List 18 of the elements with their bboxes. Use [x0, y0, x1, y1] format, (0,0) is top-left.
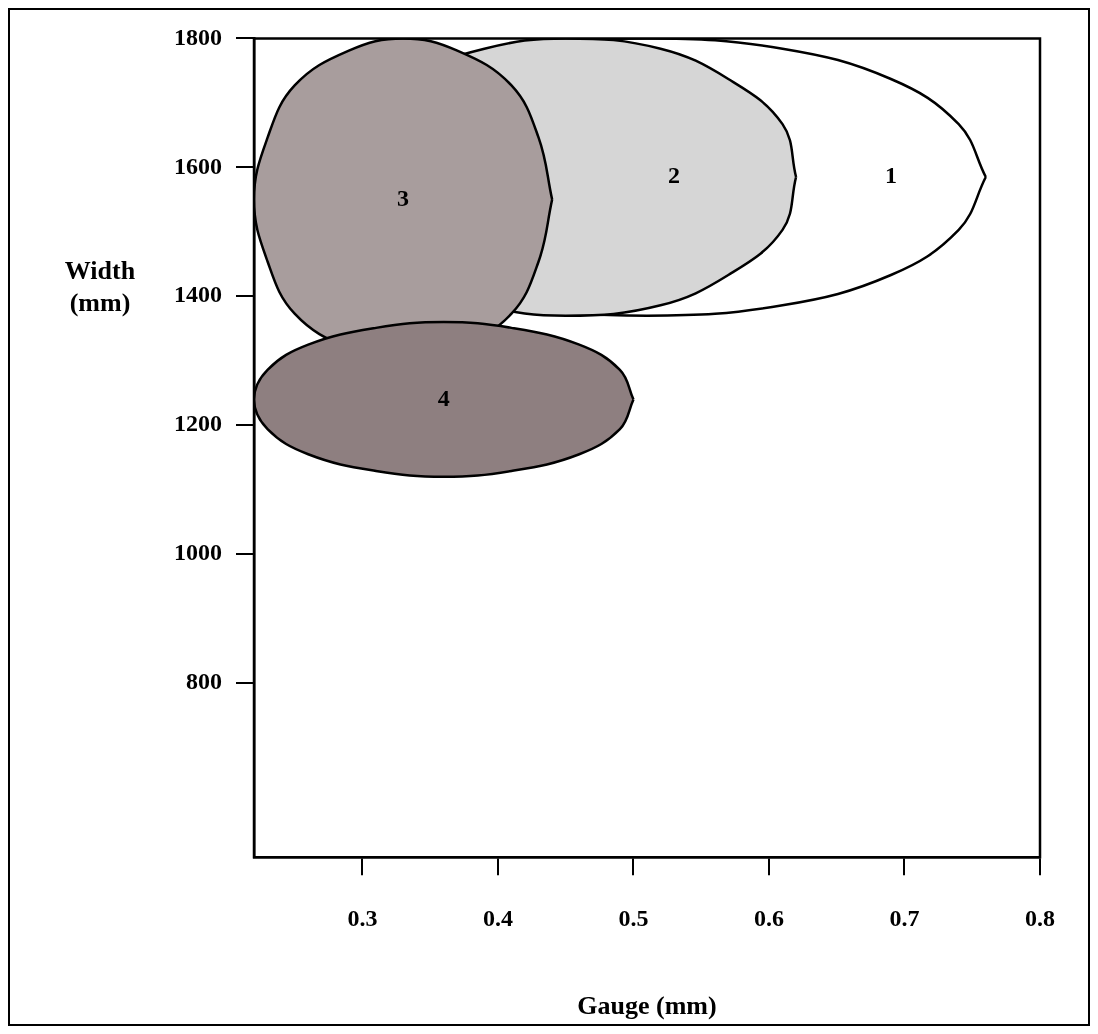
x-tick-label: 0.8 [1025, 904, 1055, 931]
series-label: 2 [668, 162, 681, 189]
y-tick-label: 1200 [174, 410, 222, 437]
y-tick-label: 1800 [174, 23, 222, 50]
x-tick-label: 0.5 [618, 904, 649, 931]
series-label: 1 [884, 162, 897, 189]
x-tick-label: 0.4 [482, 904, 513, 931]
y-tick-label: 1000 [174, 539, 222, 566]
y-tick-label: 1400 [174, 281, 222, 308]
y-axis-title: Width (mm) [64, 255, 136, 317]
series-label: 3 [397, 184, 410, 211]
x-tick-label: 0.3 [347, 904, 378, 931]
x-axis-title: Gauge (mm) [577, 990, 717, 1020]
series-label: 4 [437, 384, 450, 411]
y-tick-label: 800 [186, 668, 222, 695]
y-tick-label: 1600 [174, 152, 222, 179]
x-tick-label: 0.6 [753, 904, 784, 931]
x-tick-label: 0.7 [889, 904, 920, 931]
